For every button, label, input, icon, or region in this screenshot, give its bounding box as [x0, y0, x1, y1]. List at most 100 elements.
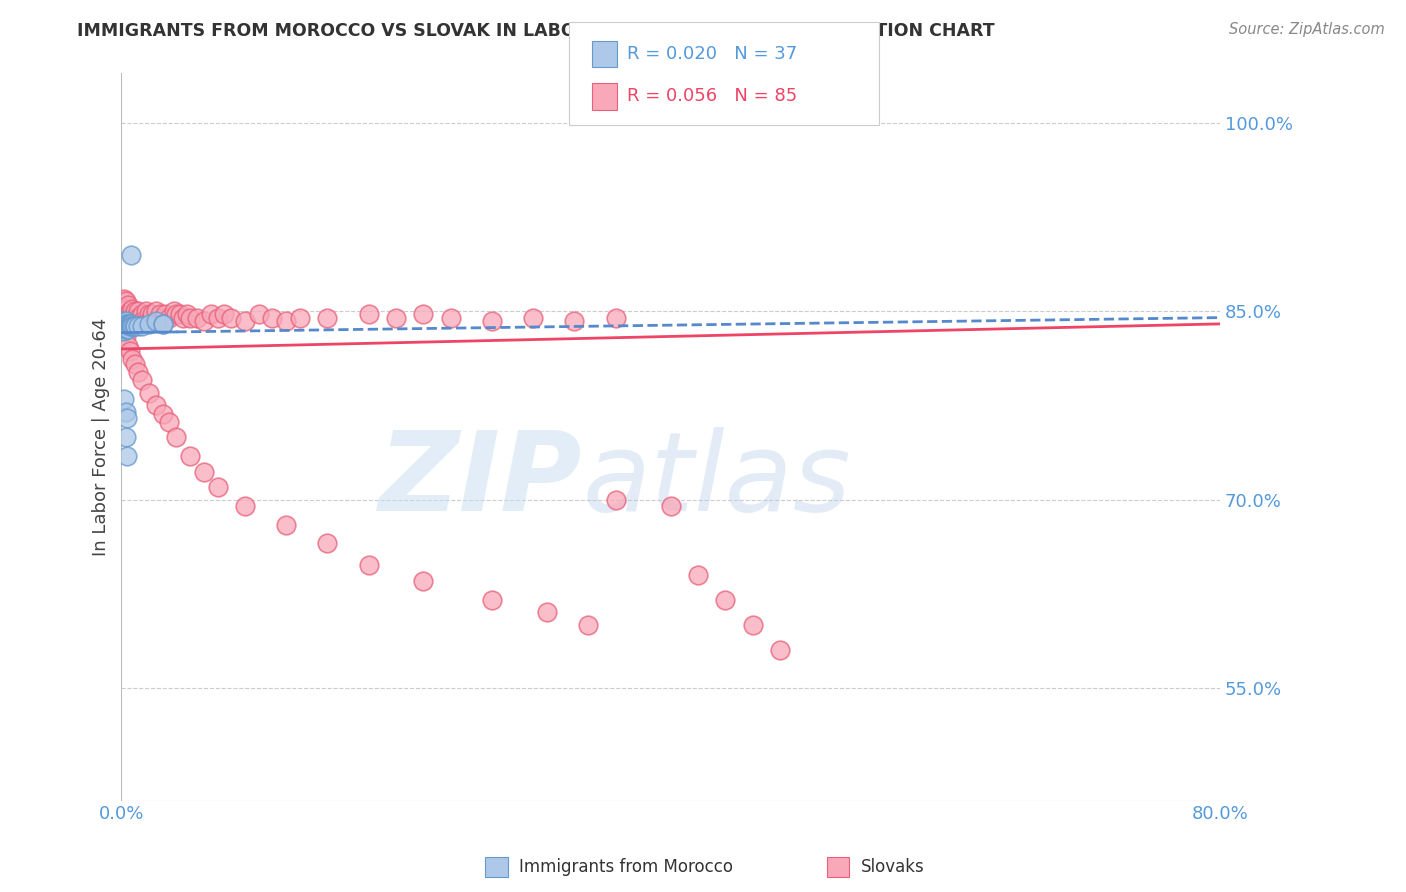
Point [114, 314, 136, 328]
Point [117, 298, 139, 312]
Point [605, 492, 627, 507]
Point [145, 304, 167, 318]
Point [481, 593, 503, 607]
Point [114, 317, 136, 331]
Point [112, 319, 135, 334]
Point [115, 319, 138, 334]
Point [176, 307, 198, 321]
Point [357, 558, 380, 572]
Point [114, 405, 136, 419]
Point [769, 643, 792, 657]
Point [120, 307, 142, 321]
Text: Slovaks: Slovaks [860, 858, 924, 876]
Point [114, 322, 136, 336]
Point [117, 307, 139, 321]
Point [233, 314, 256, 328]
Point [152, 317, 174, 331]
Point [138, 317, 160, 331]
Point [214, 307, 236, 321]
Point [111, 294, 134, 309]
Point [111, 319, 134, 334]
Point [121, 310, 143, 325]
Point [122, 307, 145, 321]
Point [522, 310, 544, 325]
Point [536, 606, 558, 620]
Point [440, 310, 463, 325]
Point [121, 319, 143, 334]
Point [155, 307, 177, 321]
Point [186, 310, 208, 325]
Point [152, 407, 174, 421]
Point [120, 248, 142, 262]
Point [111, 323, 134, 337]
Point [117, 317, 139, 331]
Y-axis label: In Labor Force | Age 20-64: In Labor Force | Age 20-64 [93, 318, 110, 556]
Point [112, 304, 135, 318]
Point [288, 310, 311, 325]
Point [124, 319, 146, 334]
Point [179, 449, 201, 463]
Point [145, 314, 167, 328]
Point [127, 310, 149, 325]
Point [141, 307, 163, 321]
Text: R = 0.056   N = 85: R = 0.056 N = 85 [627, 87, 797, 105]
Point [118, 304, 141, 318]
Point [117, 339, 139, 353]
Point [145, 399, 167, 413]
Point [112, 292, 135, 306]
Point [207, 310, 229, 325]
Text: ZIP: ZIP [380, 427, 582, 534]
Point [131, 319, 153, 334]
Point [115, 411, 138, 425]
Point [714, 593, 737, 607]
Point [152, 317, 174, 331]
Point [138, 385, 160, 400]
Point [127, 319, 149, 334]
Point [118, 344, 141, 359]
Point [112, 314, 135, 328]
Point [200, 307, 222, 321]
Point [179, 310, 201, 325]
Point [159, 415, 181, 429]
Text: Immigrants from Morocco: Immigrants from Morocco [519, 858, 733, 876]
Text: atlas: atlas [582, 427, 852, 534]
Point [564, 314, 586, 328]
Point [233, 499, 256, 513]
Point [162, 304, 184, 318]
Point [193, 314, 215, 328]
Point [576, 618, 599, 632]
Point [112, 392, 135, 406]
Point [131, 373, 153, 387]
Point [131, 307, 153, 321]
Point [357, 307, 380, 321]
Point [659, 499, 682, 513]
Point [118, 319, 141, 334]
Point [605, 310, 627, 325]
Point [276, 517, 298, 532]
Point [124, 310, 146, 325]
Point [165, 430, 187, 444]
Point [114, 310, 136, 325]
Point [138, 314, 160, 328]
Point [135, 304, 157, 318]
Point [112, 322, 135, 336]
Point [207, 480, 229, 494]
Point [115, 307, 138, 321]
Point [159, 310, 181, 325]
Point [114, 430, 136, 444]
Point [172, 310, 194, 325]
Point [114, 319, 136, 334]
Point [114, 329, 136, 343]
Point [165, 307, 187, 321]
Point [115, 449, 138, 463]
Point [247, 307, 270, 321]
Point [316, 310, 339, 325]
Point [127, 365, 149, 379]
Point [276, 314, 298, 328]
Point [412, 574, 434, 588]
Text: Source: ZipAtlas.com: Source: ZipAtlas.com [1229, 22, 1385, 37]
Point [117, 322, 139, 336]
Point [122, 319, 145, 334]
Text: R = 0.020   N = 37: R = 0.020 N = 37 [627, 45, 797, 63]
Point [686, 567, 709, 582]
